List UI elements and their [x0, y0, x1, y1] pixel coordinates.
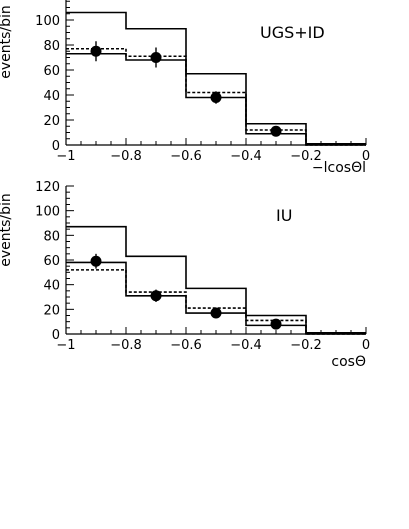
data-points-ugs-id — [90, 41, 282, 137]
x-tick-label: −1 — [56, 149, 75, 164]
y-tick-label: 40 — [43, 279, 60, 294]
x-tick-label: 0 — [362, 338, 370, 353]
y-tick-label: 0 — [52, 139, 60, 154]
axes-ugs-id: −1 −0.8 −0.6 −0.4 −0.2 0 0 20 40 60 80 100 — [35, 0, 370, 164]
x-tick-label: −0.4 — [230, 149, 262, 164]
data-point — [90, 45, 102, 57]
data-point — [90, 255, 102, 267]
x-tick-label: −1 — [56, 338, 75, 353]
x-tick-label: 0 — [362, 149, 370, 164]
y-axis-label-iu: events/bin — [0, 193, 14, 267]
x-axis-label-iu: cosΘ — [331, 354, 366, 370]
data-point — [150, 52, 162, 63]
y-tick-label: 60 — [43, 254, 60, 269]
panel-iu: −1 −0.8 −0.6 −0.4 −0.2 0 0 20 40 60 80 100 120 IU co… — [0, 180, 370, 370]
y-tick-label: 60 — [43, 64, 60, 79]
y-tick-label: 40 — [43, 89, 60, 104]
x-tick-label: −0.8 — [110, 149, 142, 164]
x-tick-label: −0.6 — [170, 338, 202, 353]
histogram-dashed — [66, 269, 366, 335]
y-tick-label: 100 — [35, 205, 60, 220]
data-point — [150, 290, 162, 302]
panel-ugs-id: −1 −0.8 −0.6 −0.4 −0.2 0 0 20 40 60 80 100 UGS+ID −… — [0, 0, 370, 176]
axes-iu: −1 −0.8 −0.6 −0.4 −0.2 0 0 20 40 60 80 100 120 — [35, 180, 370, 353]
y-tick-label: 120 — [35, 180, 60, 195]
x-axis-label-ugs-id: −lcosΘl — [312, 160, 366, 176]
histogram-solid-upper — [66, 225, 366, 334]
x-tick-label: −0.2 — [290, 338, 322, 353]
data-point — [270, 318, 282, 330]
data-point — [270, 125, 282, 137]
x-tick-label: −0.2 — [290, 149, 322, 164]
y-tick-label: 100 — [35, 14, 60, 29]
y-axis-label-ugs-id: events/bin — [0, 5, 14, 79]
data-points-iu — [90, 253, 282, 330]
y-tick-label: 0 — [52, 328, 60, 343]
x-tick-label: −0.4 — [230, 338, 262, 353]
x-tick-label: −0.8 — [110, 338, 142, 353]
y-tick-label: 80 — [43, 39, 60, 54]
x-tick-label: −0.6 — [170, 149, 202, 164]
data-point — [210, 307, 222, 319]
data-point — [210, 92, 222, 103]
y-tick-label: 20 — [43, 114, 60, 129]
y-tick-label: 20 — [43, 303, 60, 318]
panel-label-ugs-id: UGS+ID — [260, 23, 325, 42]
y-tick-label: 80 — [43, 229, 60, 244]
histogram-solid-lower — [66, 261, 366, 335]
panel-label-iu: IU — [276, 206, 292, 225]
